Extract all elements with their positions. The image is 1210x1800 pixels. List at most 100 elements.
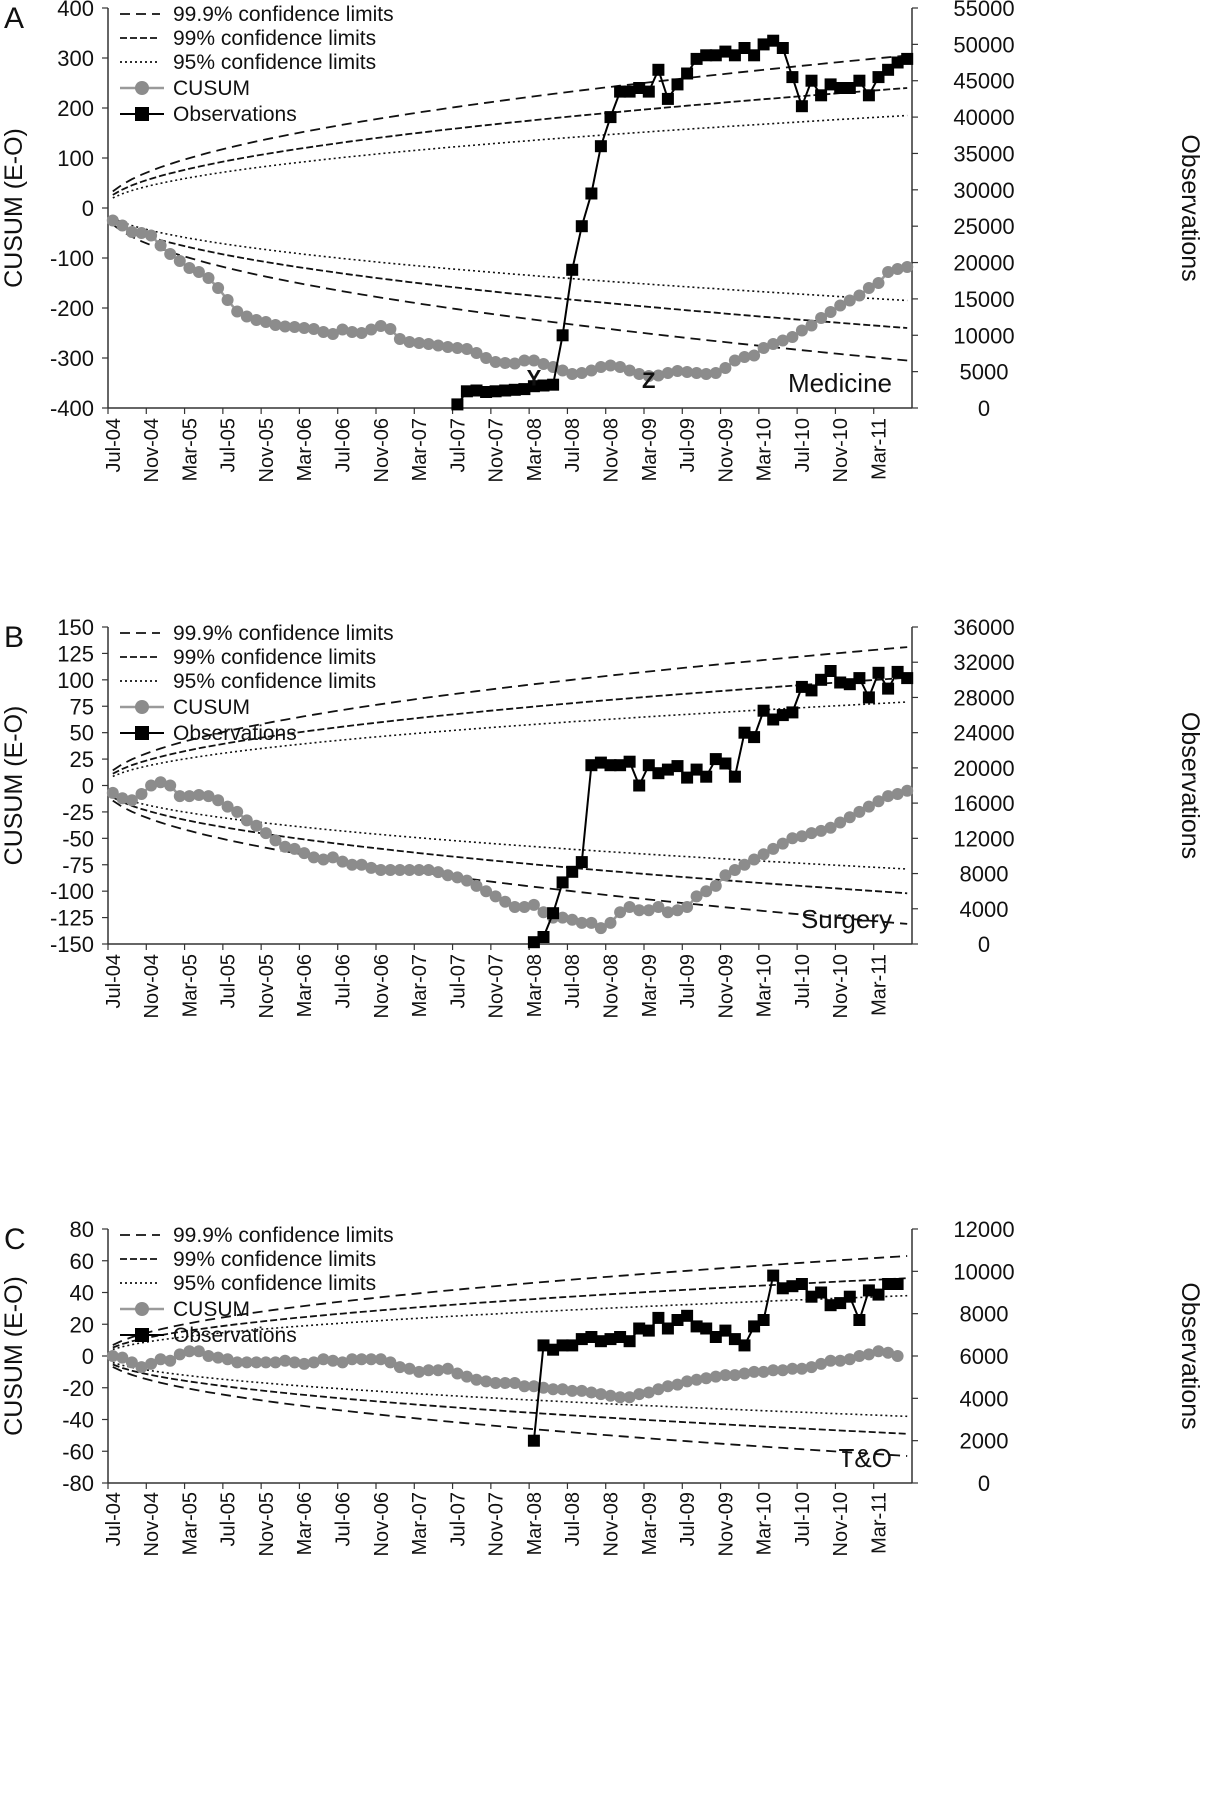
cusum-point	[374, 320, 387, 332]
observation-point	[633, 82, 646, 94]
observation-point	[671, 1314, 684, 1326]
x-tick-label: Jul-07	[447, 1492, 469, 1546]
y-tick-label: 0	[82, 774, 94, 799]
cusum-point	[317, 1353, 330, 1366]
cusum-point	[757, 848, 770, 861]
cusum-point	[317, 326, 330, 338]
x-tick-label: Nov-08	[601, 954, 623, 1018]
x-tick-label: Mar-05	[179, 1492, 201, 1555]
observation-point	[614, 1331, 627, 1343]
cusum-point	[403, 1362, 416, 1375]
cusum-point	[776, 1364, 789, 1377]
y2-tick-label: 2000	[960, 1429, 1009, 1454]
cusum-point	[661, 906, 674, 919]
observation-point	[786, 71, 799, 84]
cusum-point	[556, 1383, 569, 1396]
cusum-point	[681, 901, 694, 913]
limit-99-9-lower	[112, 799, 908, 925]
cusum-point	[882, 790, 895, 803]
observation-point	[767, 1269, 780, 1282]
cusum-point	[183, 262, 196, 274]
observation-point	[460, 385, 473, 398]
limit-95-upper	[112, 701, 908, 778]
observation-point	[901, 52, 914, 65]
cusum-point	[614, 906, 627, 919]
x-tick-label: Jul-08	[562, 1492, 584, 1546]
cusum-point	[460, 874, 473, 887]
observation-point	[824, 1299, 837, 1312]
cusum-point	[326, 1354, 339, 1367]
cusum-point	[441, 341, 454, 353]
observation-point	[901, 672, 914, 685]
observation-point	[480, 386, 493, 398]
cusum-point	[575, 367, 588, 379]
cusum-point	[336, 323, 349, 336]
x-tick-label: Mar-10	[754, 1492, 776, 1555]
y-tick-label: 200	[57, 96, 94, 121]
cusum-point	[212, 794, 225, 807]
cusum-point	[365, 1353, 378, 1366]
observation-point	[805, 1290, 818, 1303]
observation-point	[843, 82, 856, 94]
y-tick-label: 0	[82, 1344, 94, 1369]
observation-point	[786, 1280, 799, 1293]
y-tick-label: -400	[50, 396, 94, 421]
cusum-point	[422, 338, 435, 350]
observation-point	[882, 1278, 895, 1290]
cusum-point	[403, 336, 416, 348]
y-tick-label: 50	[70, 721, 94, 746]
cusum-point	[250, 1356, 263, 1369]
cusum-point	[154, 239, 167, 252]
observation-point	[815, 89, 828, 102]
cusum-point	[719, 1369, 732, 1382]
x-tick-label: Nov-07	[486, 418, 508, 482]
cusum-point	[566, 368, 579, 380]
cusum-point	[365, 861, 378, 874]
x-tick-label: Nov-04	[141, 1492, 163, 1556]
observation-point	[537, 1339, 550, 1352]
legend-swatch-observations-marker	[135, 726, 149, 740]
cusum-point	[355, 858, 368, 871]
limit-99-upper	[112, 676, 908, 775]
cusum-point	[221, 800, 234, 813]
y2-tick-label: 20000	[953, 251, 1014, 276]
cusum-point	[212, 282, 225, 294]
legend-swatch-cusum-marker	[135, 81, 149, 95]
cusum-point	[432, 1364, 445, 1377]
cusum-point	[738, 1367, 751, 1380]
x-tick-label: Nov-06	[371, 954, 393, 1018]
observation-point	[795, 100, 808, 113]
x-tick-label: Mar-10	[754, 954, 776, 1017]
x-tick-label: Jul-05	[218, 954, 240, 1008]
y2-tick-label: 28000	[953, 685, 1014, 710]
cusum-point	[853, 805, 866, 818]
cusum-point	[298, 847, 311, 860]
cusum-point	[556, 911, 569, 924]
observation-point	[623, 1335, 636, 1348]
cusum-point	[288, 842, 301, 855]
cusum-point	[346, 1353, 359, 1366]
observation-point	[728, 49, 741, 62]
observation-point	[728, 770, 741, 783]
observation-point	[776, 42, 789, 54]
cusum-point	[202, 1350, 215, 1362]
panel-letter: B	[4, 621, 24, 654]
cusum-point	[738, 351, 751, 363]
cusum-point	[594, 361, 607, 373]
observation-point	[594, 756, 607, 769]
legend-label: 99% confidence limits	[173, 1248, 376, 1271]
y2-tick-label: 12000	[953, 1217, 1014, 1242]
cusum-point	[719, 362, 732, 374]
x-tick-label: Mar-06	[294, 954, 316, 1017]
cusum-point	[585, 364, 598, 377]
observation-point	[738, 42, 751, 54]
observation-point	[834, 82, 847, 94]
y2-tick-label: 4000	[960, 897, 1009, 922]
cusum-point	[805, 827, 818, 840]
observation-point	[585, 759, 598, 772]
observation-point	[719, 45, 732, 58]
y-tick-label: -40	[62, 1408, 94, 1433]
observation-point	[594, 1335, 607, 1348]
observation-point	[872, 1288, 885, 1301]
cusum-point	[451, 871, 464, 884]
